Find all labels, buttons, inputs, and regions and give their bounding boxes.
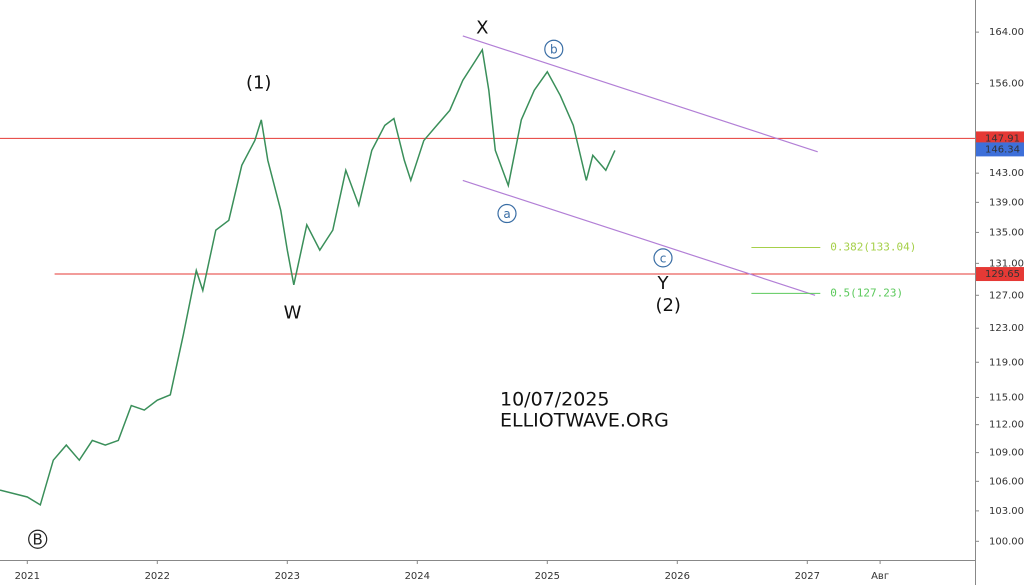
y-tick-label: 100.00 <box>989 536 1024 547</box>
level-label: 129.65 <box>985 269 1020 280</box>
last-price-tag <box>976 142 1024 157</box>
y-tick-label: 143.00 <box>989 168 1024 179</box>
wave-circle <box>497 203 517 224</box>
x-tick-label: 2025 <box>535 571 560 582</box>
wave-circle <box>28 529 48 549</box>
y-tick-label: 156.00 <box>989 79 1024 90</box>
x-tick-label: 2026 <box>665 571 690 582</box>
wave-circle <box>544 39 564 59</box>
y-tick-label: 131.00 <box>989 258 1024 269</box>
level-label: 147.91 <box>985 133 1020 144</box>
channel-line <box>462 35 818 153</box>
y-tick-label: 115.00 <box>989 392 1024 403</box>
fib-label: 0.382(133.04) <box>830 240 916 253</box>
y-tick-label: 127.00 <box>989 290 1024 301</box>
x-tick-label: 2023 <box>275 571 300 582</box>
y-tick-label: 112.00 <box>989 420 1024 431</box>
y-tick-label: 135.00 <box>989 227 1024 238</box>
x-tick-label: 2021 <box>15 571 40 582</box>
y-tick-label: 119.00 <box>989 357 1024 368</box>
watermark-date: 10/07/2025 <box>500 389 610 411</box>
wave-label: a <box>503 207 510 221</box>
level-tag <box>976 267 1024 282</box>
fib-label: 0.5(127.23) <box>830 286 903 299</box>
y-tick-label: 123.00 <box>989 323 1024 334</box>
wave-label: (2) <box>655 295 681 316</box>
x-tick-label: 2027 <box>795 571 820 582</box>
wave-label: X <box>476 17 488 38</box>
price-line <box>0 47 616 507</box>
y-tick-label: 106.00 <box>989 476 1024 487</box>
wave-label: Y <box>657 273 670 294</box>
x-tick-label: Авг <box>871 571 889 582</box>
y-tick-label: 103.00 <box>989 506 1024 517</box>
x-tick-label: 2024 <box>405 571 430 582</box>
y-tick-label: 164.00 <box>989 27 1024 38</box>
wave-label: B <box>33 531 43 549</box>
last-price-label: 146.34 <box>985 144 1020 155</box>
level-tag <box>976 131 1024 146</box>
x-tick-label: 2022 <box>145 571 170 582</box>
channel-line <box>462 179 816 296</box>
wave-label: W <box>284 302 302 323</box>
wave-circle <box>653 248 673 268</box>
wave-label: b <box>550 43 558 57</box>
watermark-site: ELLIOTWAVE.ORG <box>500 410 669 432</box>
wave-label: c <box>660 251 667 265</box>
y-tick-label: 139.00 <box>989 197 1024 208</box>
y-tick-label: 109.00 <box>989 448 1024 459</box>
wave-label: (1) <box>246 73 272 94</box>
